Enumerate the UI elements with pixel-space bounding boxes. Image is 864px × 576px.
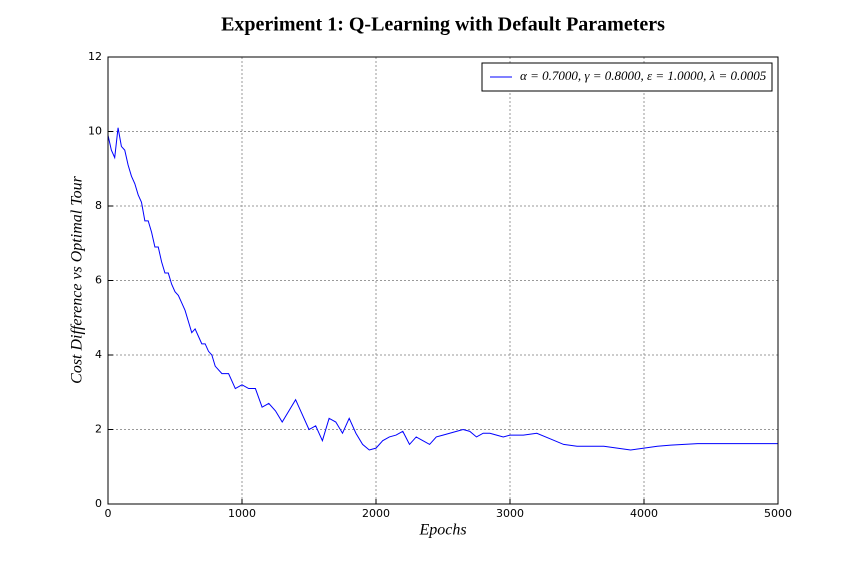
x-tick-label: 1000: [228, 507, 256, 520]
x-tick-label: 5000: [764, 507, 792, 520]
legend: α = 0.7000, γ = 0.8000, ε = 1.0000, λ = …: [481, 62, 773, 92]
y-tick-label: 12: [88, 50, 102, 63]
x-tick-label: 3000: [496, 507, 524, 520]
y-tick-label: 0: [95, 497, 102, 510]
x-tick-label: 4000: [630, 507, 658, 520]
x-tick-label: 0: [105, 507, 112, 520]
legend-label: α = 0.7000, γ = 0.8000, ε = 1.0000, λ = …: [520, 68, 767, 83]
y-tick-label: 8: [95, 199, 102, 212]
y-tick-label: 2: [95, 423, 102, 436]
x-tick-label: 2000: [362, 507, 390, 520]
chart-title: Experiment 1: Q-Learning with Default Pa…: [221, 14, 665, 36]
legend-box: [481, 62, 773, 92]
x-axis-label: Epochs: [418, 522, 466, 539]
y-axis-label: Cost Difference vs Optimal Tour: [69, 175, 86, 383]
y-tick-label: 10: [88, 125, 102, 138]
data-line: [107, 127, 778, 451]
y-tick-label: 6: [95, 274, 102, 287]
y-tick-label: 4: [95, 348, 102, 361]
plot-frame: [107, 56, 779, 505]
